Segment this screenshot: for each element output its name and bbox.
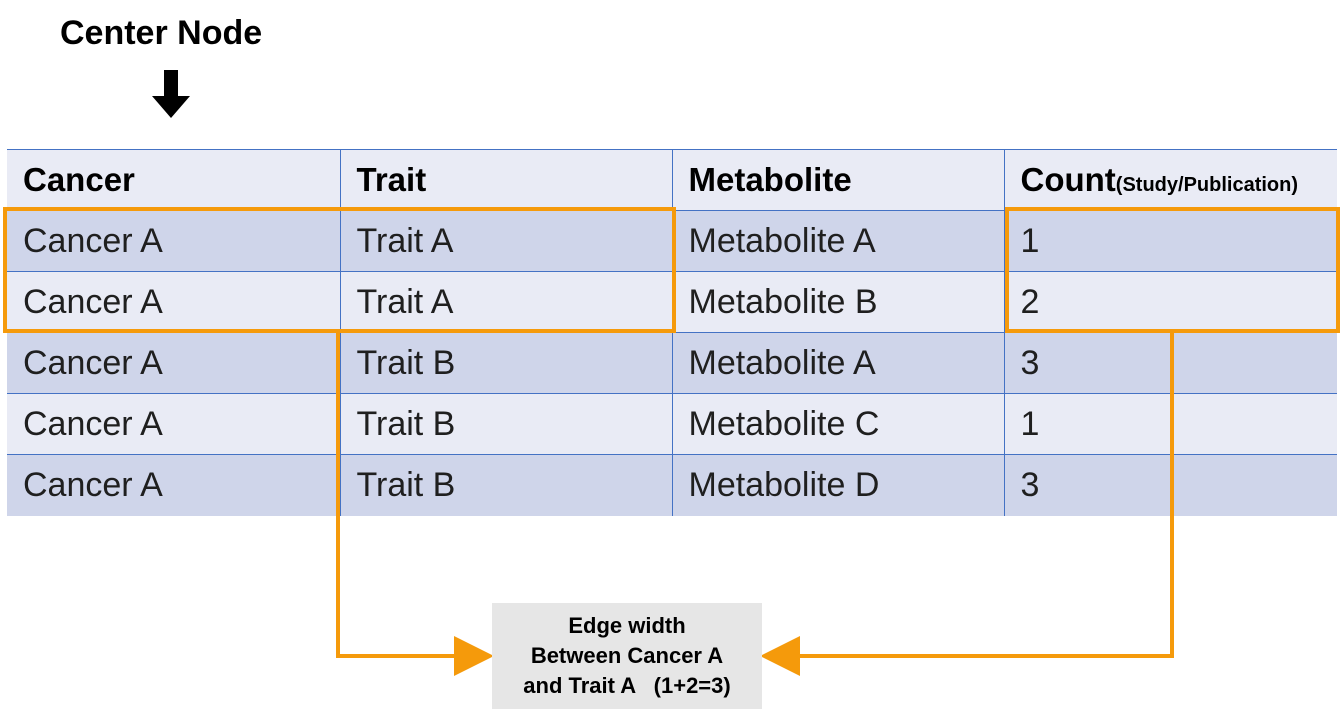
column-header-metabolite: Metabolite xyxy=(671,149,1005,211)
table-header-row: Cancer Trait Metabolite Count(Study/Publ… xyxy=(7,149,1337,211)
cell-count: 1 xyxy=(1003,210,1337,272)
cell-metabolite: Metabolite C xyxy=(671,393,1005,455)
cell-cancer: Cancer A xyxy=(7,271,341,333)
cell-count: 1 xyxy=(1003,393,1337,455)
table-row: Cancer A Trait B Metabolite A 3 xyxy=(7,332,1337,394)
column-header-count: Count(Study/Publication) xyxy=(1003,149,1337,211)
cell-trait: Trait B xyxy=(339,332,673,394)
column-header-count-subtitle: (Study/Publication) xyxy=(1115,174,1299,196)
cell-metabolite: Metabolite B xyxy=(671,271,1005,333)
table-row: Cancer A Trait B Metabolite C 1 xyxy=(7,393,1337,455)
cell-cancer: Cancer A xyxy=(7,210,341,272)
cell-metabolite: Metabolite A xyxy=(671,210,1005,272)
cell-metabolite: Metabolite D xyxy=(671,454,1005,516)
table-row: Cancer A Trait B Metabolite D 3 xyxy=(7,454,1337,516)
column-header-cancer: Cancer xyxy=(7,149,341,211)
cell-trait: Trait B xyxy=(339,393,673,455)
note-line-2: Between Cancer A xyxy=(530,643,724,668)
table-row: Cancer A Trait A Metabolite A 1 xyxy=(7,210,1337,272)
cell-trait: Trait A xyxy=(339,271,673,333)
edge-width-note: Edge width Between Cancer A and Trait A … xyxy=(492,603,762,709)
cell-trait: Trait B xyxy=(339,454,673,516)
cell-cancer: Cancer A xyxy=(7,332,341,394)
table-row: Cancer A Trait A Metabolite B 2 xyxy=(7,271,1337,333)
arrow-down-icon xyxy=(152,70,190,118)
cell-count: 2 xyxy=(1003,271,1337,333)
cell-metabolite: Metabolite A xyxy=(671,332,1005,394)
column-header-trait: Trait xyxy=(339,149,673,211)
cell-count: 3 xyxy=(1003,332,1337,394)
note-line-3: and Trait A (1+2=3) xyxy=(523,673,731,698)
center-node-label: Center Node xyxy=(60,14,263,52)
note-line-1: Edge width xyxy=(568,613,686,638)
cell-trait: Trait A xyxy=(339,210,673,272)
cell-cancer: Cancer A xyxy=(7,393,341,455)
data-table: Cancer Trait Metabolite Count(Study/Publ… xyxy=(7,149,1337,516)
cell-cancer: Cancer A xyxy=(7,454,341,516)
cell-count: 3 xyxy=(1003,454,1337,516)
